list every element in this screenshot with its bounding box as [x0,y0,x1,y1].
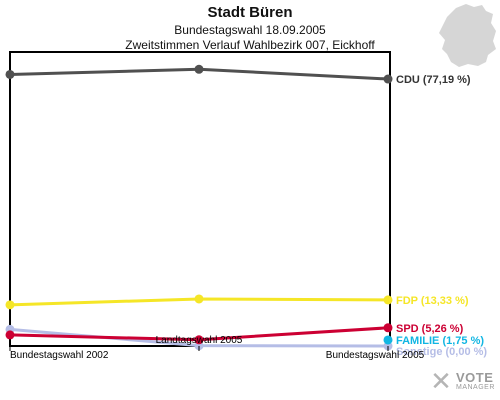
logo-text-vote: VOTE [456,370,494,385]
series-label-fdp: FDP (13,33 %) [396,295,469,307]
data-point-spd [383,323,393,333]
data-point-cdu [194,64,204,74]
series-label-sonstige: Sonstige (0,00 %) [396,346,487,358]
x-tick-label-0: Bundestagswahl 2002 [10,350,109,361]
chart-subtitle-election: Bundestagswahl 18.09.2005 [174,23,326,37]
data-point-fdp [5,300,15,310]
data-point-spd [194,335,204,345]
data-point-cdu [383,74,393,84]
data-point-fdp [194,294,204,304]
x-tick-label-2: Bundestagswahl 2005 [326,350,425,361]
data-point-familie [383,335,393,345]
germany-map-icon [439,4,496,67]
series-label-spd: SPD (5,26 %) [396,323,464,335]
series-label-cdu: CDU (77,19 %) [396,74,471,86]
vote-manager-logo: ✕ VOTE MANAGER [428,366,500,396]
x-tick-label-1: Landtagswahl 2005 [156,335,243,346]
vote-manager-logo-icon: ✕ [430,366,452,396]
data-point-spd [5,330,15,340]
chart-title: Stadt Büren [207,4,293,21]
series-label-familie: FAMILIE (1,75 %) [396,335,484,347]
data-point-cdu [5,69,15,79]
data-point-fdp [383,295,393,305]
logo-text-manager: MANAGER [456,384,495,391]
chart-subtitle-district: Zweitstimmen Verlauf Wahlbezirk 007, Eic… [125,38,375,52]
